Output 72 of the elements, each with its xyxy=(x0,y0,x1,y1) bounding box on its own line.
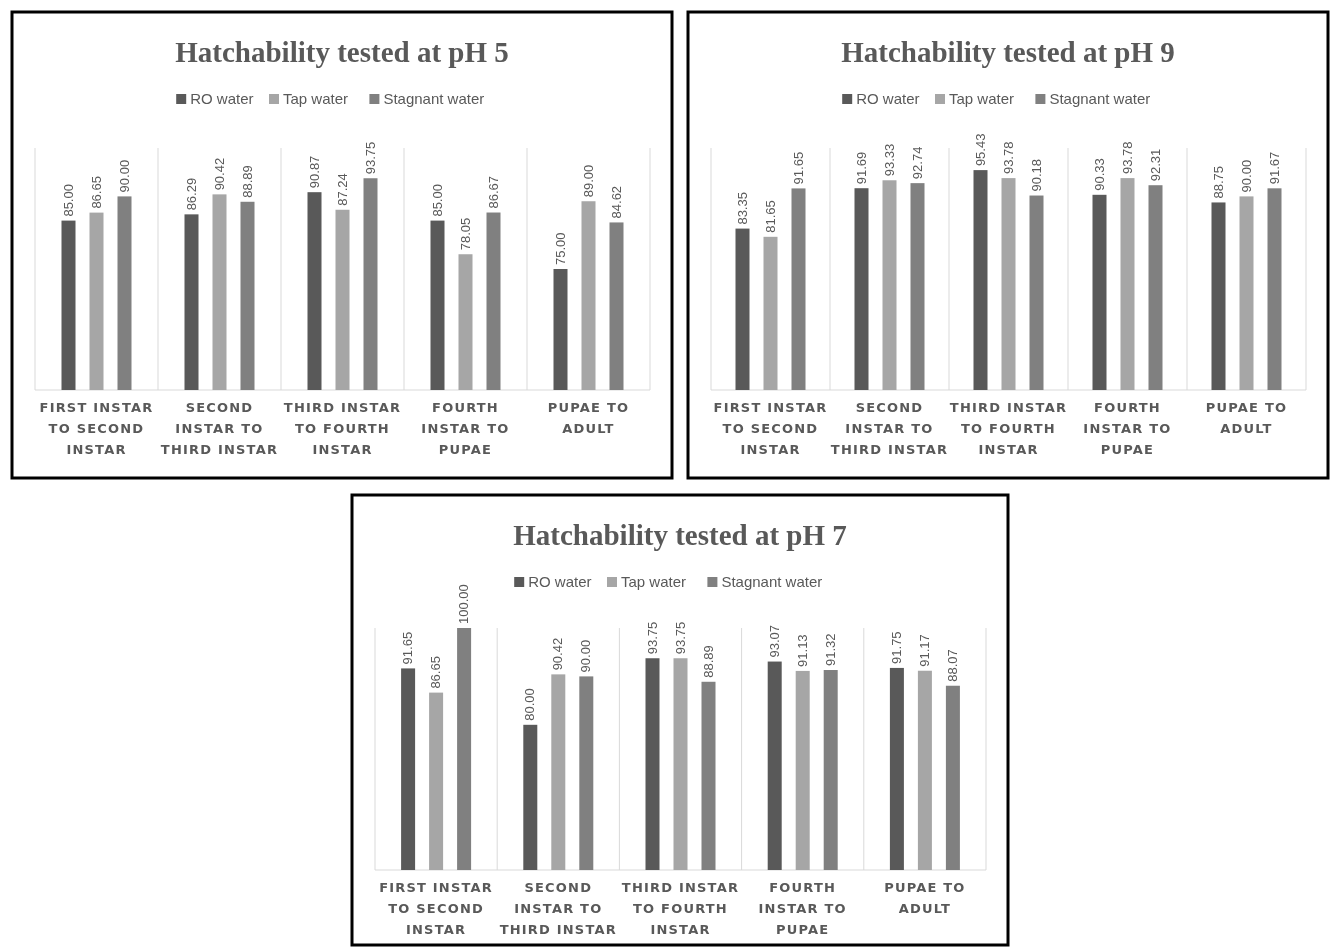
data-label: 91.65 xyxy=(790,151,806,185)
x-tick-label: SECOND INSTAR TO THIRD INSTAR xyxy=(160,400,279,457)
data-label: 86.65 xyxy=(88,176,104,209)
x-tick-label: THIRD INSTAR TO FOURTH INSTAR xyxy=(283,400,402,457)
data-label: 90.18 xyxy=(1028,158,1044,192)
x-tick-label: PUPAE TO ADULT xyxy=(884,880,966,916)
data-label: 91.13 xyxy=(794,634,810,667)
x-tick-label: FIRST INSTAR TO SECOND INSTAR xyxy=(379,880,494,937)
data-label: 86.65 xyxy=(428,656,444,689)
chart-title: Hatchability tested at pH 9 xyxy=(841,36,1175,68)
data-label: 84.62 xyxy=(608,185,624,219)
data-label: 83.35 xyxy=(734,192,750,225)
data-label: 91.67 xyxy=(1266,151,1282,185)
data-label: 90.00 xyxy=(578,639,594,673)
data-label: 81.65 xyxy=(762,200,778,233)
data-label: 90.42 xyxy=(550,637,566,671)
data-label: 90.00 xyxy=(1238,159,1254,193)
x-tick-label: SECOND INSTAR TO THIRD INSTAR xyxy=(499,880,617,937)
data-label: 88.89 xyxy=(239,165,255,198)
data-label: 86.29 xyxy=(183,177,199,211)
data-label: 90.87 xyxy=(306,155,322,189)
data-label: 90.42 xyxy=(211,157,227,191)
legend-label: Stagnant water xyxy=(721,573,823,590)
data-label: 93.78 xyxy=(1000,141,1016,175)
legend-label: Stagnant water xyxy=(383,90,485,107)
data-label: 78.05 xyxy=(457,217,473,251)
x-tick-label: FOURTH INSTAR TO PUPAE xyxy=(758,880,847,937)
data-label: 91.17 xyxy=(916,634,932,667)
data-label: 90.33 xyxy=(1091,158,1107,191)
data-label: 90.00 xyxy=(116,159,132,193)
x-tick-label: FIRST INSTAR TO SECOND INSTAR xyxy=(713,400,828,457)
data-label: 93.75 xyxy=(672,621,688,655)
data-label: 95.43 xyxy=(972,133,988,167)
data-label: 100.00 xyxy=(456,584,472,624)
x-tick-label: FOURTH INSTAR TO PUPAE xyxy=(1083,400,1172,457)
x-tick-label: THIRD INSTAR TO FOURTH INSTAR xyxy=(949,400,1068,457)
data-label: 75.00 xyxy=(552,232,568,265)
legend-label: RO water xyxy=(190,90,254,107)
x-tick-label: PUPAE TO ADULT xyxy=(1205,400,1288,436)
data-label: 91.69 xyxy=(853,151,869,185)
data-label: 88.07 xyxy=(944,649,960,682)
legend-label: RO water xyxy=(856,90,920,107)
data-label: 91.75 xyxy=(888,631,904,664)
x-tick-label: THIRD INSTAR TO FOURTH INSTAR xyxy=(621,880,740,937)
data-label: 93.78 xyxy=(1119,141,1135,175)
data-label: 87.24 xyxy=(334,173,350,206)
data-label: 89.00 xyxy=(580,164,596,198)
legend-label: Tap water xyxy=(621,573,687,590)
data-label: 85.00 xyxy=(60,184,76,217)
data-label: 88.89 xyxy=(700,645,716,678)
x-tick-label: SECOND INSTAR TO THIRD INSTAR xyxy=(830,400,949,457)
x-tick-label: FOURTH INSTAR TO PUPAE xyxy=(421,400,510,457)
data-label: 92.31 xyxy=(1147,148,1163,182)
data-label: 85.00 xyxy=(429,184,445,217)
data-label: 91.65 xyxy=(400,631,416,665)
data-label: 91.32 xyxy=(822,633,838,667)
data-label: 92.74 xyxy=(909,146,925,180)
data-label: 93.75 xyxy=(644,621,660,655)
x-tick-label: PUPAE TO ADULT xyxy=(547,400,630,436)
data-label: 88.75 xyxy=(1210,165,1226,199)
data-label: 93.33 xyxy=(881,143,897,177)
legend-label: Tap water xyxy=(283,90,349,107)
data-label: 93.07 xyxy=(766,624,782,658)
data-label: 93.75 xyxy=(362,141,378,175)
data-label: 86.67 xyxy=(485,175,501,209)
x-tick-label: FIRST INSTAR TO SECOND INSTAR xyxy=(39,400,154,457)
data-label: 80.00 xyxy=(522,688,538,721)
chart-title: Hatchability tested at pH 5 xyxy=(175,36,509,68)
legend-label: Tap water xyxy=(949,90,1015,107)
chart-title: Hatchability tested at pH 7 xyxy=(513,519,847,551)
legend-label: RO water xyxy=(528,573,592,590)
legend-label: Stagnant water xyxy=(1049,90,1151,107)
